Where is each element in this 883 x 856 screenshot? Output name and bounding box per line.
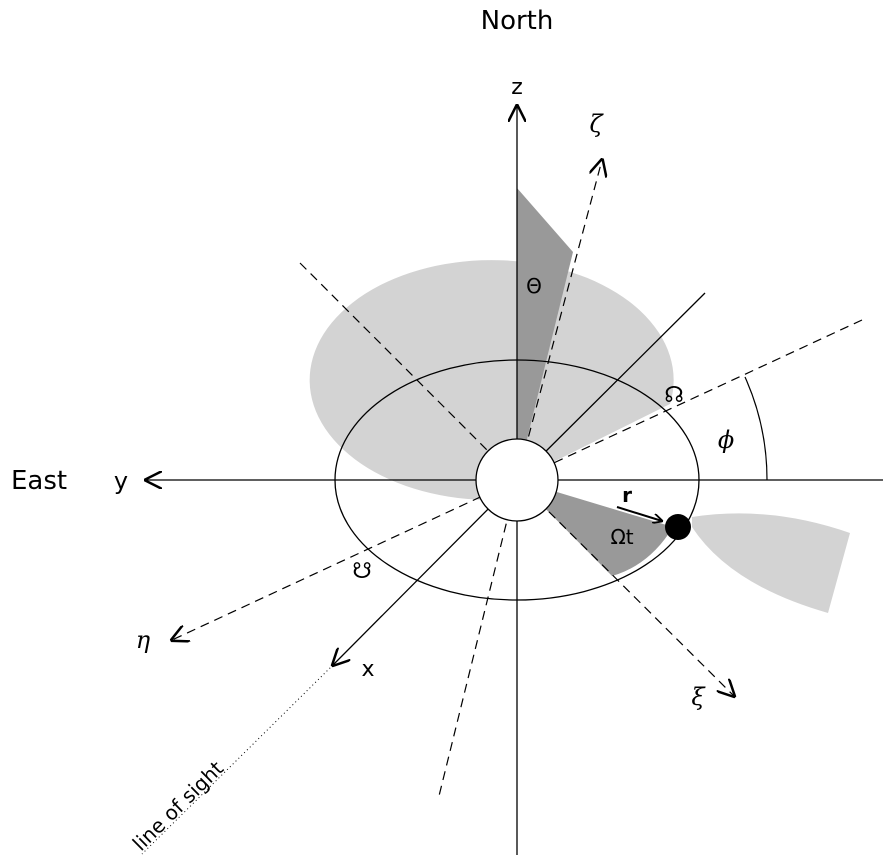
theta-sector [517,188,573,480]
zeta-axis [516,160,602,481]
companion-body [665,514,691,540]
descending-node-symbol: ☋ [352,559,372,584]
x-axis-label: x [361,657,374,682]
line-of-sight-line [141,664,334,855]
eta-label: η [136,626,151,654]
xi-axis [516,479,734,696]
orbital-plane-shaded-region [309,260,674,500]
phi-angle-arc [744,376,768,481]
omega-t-label: Ωt [610,525,633,549]
omega-t-sector [517,480,673,576]
r-label: r [622,483,632,507]
central-star [475,438,559,522]
ascending-node-symbol: ☊ [664,383,684,408]
line-of-sight-label: line of sight [128,756,229,855]
x-axis [333,479,518,665]
companion-tail [692,513,850,613]
north-label: North [481,6,554,36]
z-axis-label: z [511,75,523,100]
sky-plane-dashed-line-lower [437,479,518,801]
orbit-normal-line [516,292,706,481]
east-label: East [11,466,67,496]
sky-plane-dashed-line-upper [299,262,518,481]
phi-label: ϕ [718,426,734,454]
y-axis-label: y [114,467,128,495]
theta-label: Θ [526,274,542,298]
zeta-label: ζ [589,110,604,138]
xi-label: ξ [691,683,706,711]
r-vector-arrow [616,506,662,521]
